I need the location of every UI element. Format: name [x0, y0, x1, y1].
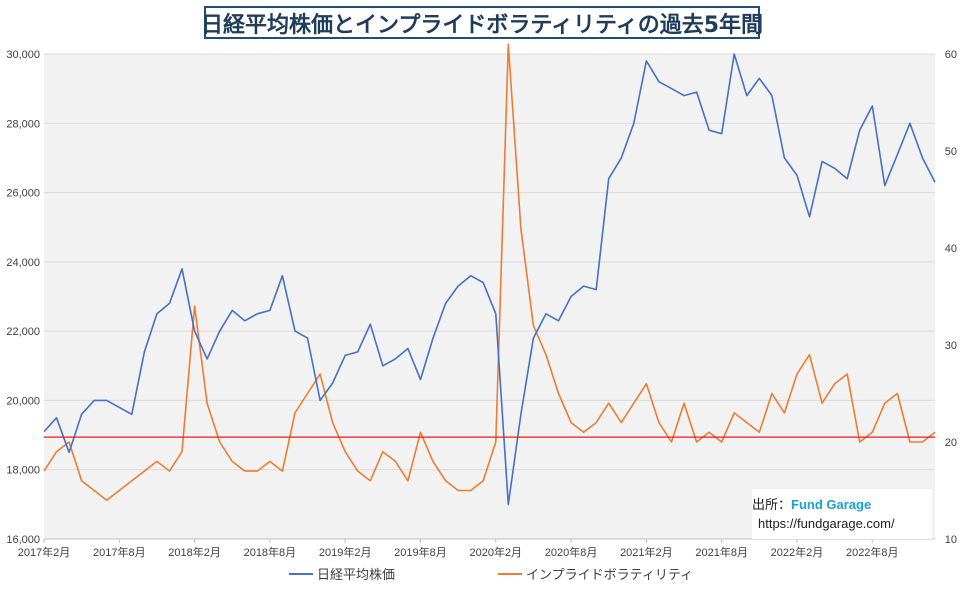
- x-axis-tick-label: 2018年8月: [244, 545, 297, 559]
- chart-title-text: 日経平均株価とインプライドボラティリティの過去5年間: [201, 12, 764, 38]
- right-axis-tick-label: 20: [945, 437, 957, 449]
- legend: 日経平均株価 インプライドボラティリティ: [289, 567, 693, 582]
- axis-layer: 16,000 18,000 20,000 22,000 24,000 26,000 28,0…: [6, 49, 957, 559]
- source-line: 出所：Fund Garage: [752, 494, 871, 513]
- left-axis-tick-label: 16,000: [6, 534, 40, 546]
- source-url: https://fundgarage.com/: [758, 516, 895, 531]
- right-axis-tick-label: 40: [945, 243, 957, 255]
- x-axis-tick-label: 2020年2月: [469, 545, 522, 559]
- x-axis-tick-label: 2019年2月: [319, 545, 372, 559]
- series-line-implied-volatility: [43, 43, 936, 501]
- x-axis-tick-label: 2022年2月: [771, 545, 824, 559]
- x-axis-tick-label: 2021年2月: [620, 545, 673, 559]
- left-axis-tick-label: 24,000: [6, 257, 40, 269]
- series-layer: [43, 43, 936, 506]
- x-axis-tick-label: 2017年2月: [18, 545, 71, 559]
- source-label: 出所：: [752, 498, 792, 513]
- legend-label: インプライドボラティリティ: [526, 567, 693, 582]
- series-line-nikkei: [43, 53, 936, 506]
- right-axis-tick-label: 50: [945, 146, 957, 158]
- x-axis-tick-label: 2020年8月: [545, 545, 598, 559]
- x-axis-tick-label: 2019年8月: [394, 545, 447, 559]
- left-axis-tick-label: 20,000: [6, 395, 40, 407]
- left-axis-tick-label: 30,000: [6, 49, 40, 61]
- x-axis-tick-label: 2018年2月: [168, 545, 221, 559]
- source-brand: Fund Garage: [791, 497, 872, 512]
- x-axis-tick-label: 2022年8月: [846, 545, 899, 559]
- chart-title: 日経平均株価とインプライドボラティリティの過去5年間: [201, 6, 764, 39]
- right-axis-tick-label: 60: [945, 49, 957, 61]
- right-axis-tick-label: 10: [945, 534, 957, 546]
- source-note: 出所：Fund Garage https://fundgarage.com/: [752, 489, 932, 539]
- x-axis-tick-label: 2021年8月: [695, 545, 748, 559]
- left-axis-tick-label: 26,000: [6, 188, 40, 200]
- left-axis-tick-label: 28,000: [6, 118, 40, 130]
- legend-label: 日経平均株価: [317, 567, 395, 582]
- x-axis-tick-label: 2017年8月: [93, 545, 146, 559]
- left-axis-tick-label: 18,000: [6, 465, 40, 477]
- right-axis-tick-label: 30: [945, 340, 957, 352]
- left-axis-tick-label: 22,000: [6, 326, 40, 338]
